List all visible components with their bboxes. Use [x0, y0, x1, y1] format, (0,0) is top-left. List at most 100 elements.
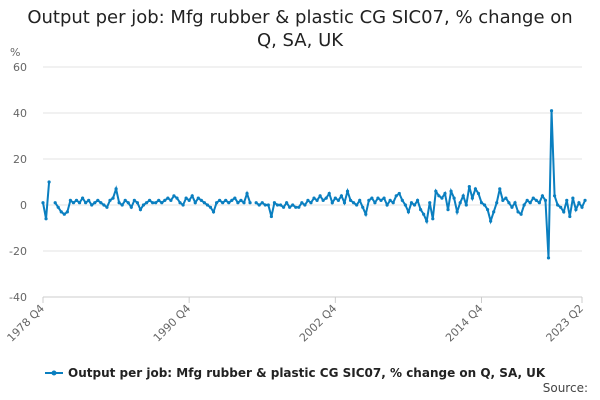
point [120, 203, 124, 207]
point [102, 203, 106, 207]
point [565, 198, 569, 202]
point [53, 201, 57, 205]
point [339, 194, 344, 198]
point [376, 196, 380, 200]
point [458, 201, 462, 205]
point [236, 201, 240, 205]
point [537, 201, 541, 205]
chart-title: Output per job: Mfg rubber & plastic CG … [27, 7, 573, 51]
point [492, 210, 496, 214]
point [245, 191, 249, 196]
point [358, 198, 362, 202]
point [254, 201, 258, 205]
point [345, 189, 350, 193]
point [452, 196, 456, 200]
point [437, 194, 441, 198]
y-tick-label: 20 [13, 153, 27, 166]
point [208, 205, 213, 209]
point [294, 205, 298, 209]
point [199, 198, 203, 202]
point [309, 201, 313, 205]
point [90, 203, 94, 207]
point [257, 203, 261, 207]
point [169, 198, 173, 202]
point [440, 196, 444, 200]
point [321, 198, 325, 202]
y-tick-label: 40 [13, 107, 27, 120]
point [403, 203, 407, 207]
point [205, 203, 210, 207]
point [467, 185, 471, 189]
point [388, 198, 392, 202]
point [489, 219, 493, 223]
point [510, 205, 514, 209]
point [391, 201, 395, 205]
point [117, 201, 121, 205]
point [549, 109, 554, 113]
point [318, 194, 322, 198]
point [260, 201, 264, 205]
point [431, 217, 435, 221]
point [562, 210, 566, 214]
point [552, 194, 557, 198]
point [227, 201, 231, 205]
x-tick-label: 1978 Q4 [5, 302, 48, 345]
point [330, 201, 334, 205]
point [221, 201, 225, 205]
x-tick-label: 2014 Q4 [443, 302, 486, 345]
point [187, 198, 191, 202]
point [342, 201, 347, 205]
point [172, 194, 176, 198]
point [285, 201, 289, 205]
point [370, 196, 374, 200]
point [230, 198, 234, 202]
point [425, 219, 429, 223]
point [74, 198, 79, 202]
point [501, 198, 505, 202]
point [443, 191, 447, 196]
point [559, 205, 563, 209]
point [516, 210, 520, 214]
point [400, 198, 404, 202]
point [446, 208, 450, 212]
point [93, 201, 97, 205]
point [266, 203, 270, 207]
y-tick-label: 60 [13, 61, 27, 74]
point [315, 198, 319, 202]
legend-marker [51, 370, 57, 376]
point [263, 203, 267, 207]
point [379, 198, 383, 202]
point [84, 201, 88, 205]
point [138, 208, 143, 212]
point [297, 205, 301, 209]
point [507, 201, 511, 205]
point [233, 196, 237, 200]
source: Source: [543, 381, 588, 395]
point [175, 196, 179, 200]
point [534, 198, 538, 202]
point [556, 203, 560, 207]
point [571, 196, 575, 200]
point [224, 198, 228, 202]
point [154, 201, 158, 205]
point [123, 198, 127, 202]
point [583, 198, 587, 202]
point [96, 198, 100, 202]
point [211, 210, 216, 214]
point [278, 203, 283, 207]
point [80, 196, 85, 200]
point [114, 187, 118, 191]
point [385, 203, 389, 207]
point [144, 201, 149, 205]
point [367, 198, 371, 202]
point [449, 189, 453, 193]
point [434, 189, 438, 193]
point [141, 203, 146, 207]
point [543, 198, 548, 202]
point [470, 196, 474, 200]
point [528, 201, 532, 205]
point [422, 212, 426, 216]
point [166, 196, 170, 200]
line [42, 181, 51, 219]
point [108, 198, 112, 202]
